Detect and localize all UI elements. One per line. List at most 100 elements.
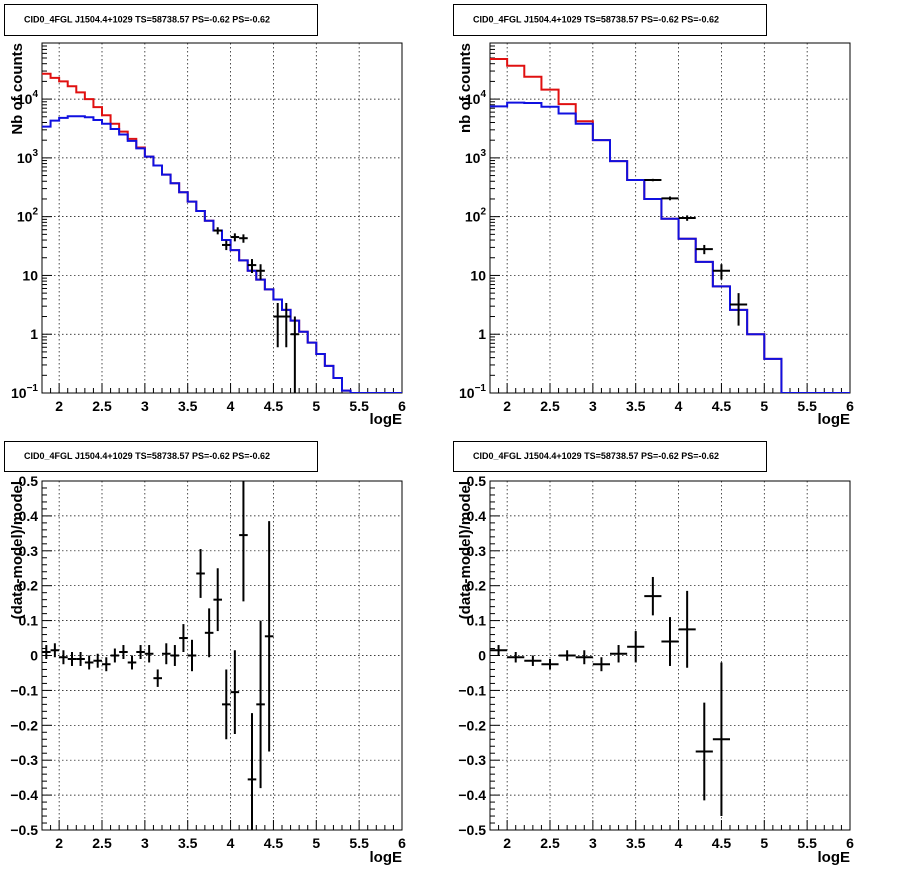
x-tick-label: 2 <box>503 835 511 851</box>
y-tick-label: −0.5 <box>10 822 38 838</box>
chart-title: CID0_4FGL J1504.4+1029 TS=58738.57 PS=-0… <box>473 15 719 25</box>
y-tick-label: 0.5 <box>19 473 39 489</box>
data-point <box>239 234 248 243</box>
data-point <box>507 652 525 663</box>
x-axis-title: logE <box>370 849 403 866</box>
data-point <box>264 521 274 752</box>
data-point <box>592 657 610 672</box>
y-tick-label: 102 <box>17 207 39 225</box>
x-axis-title: logE <box>818 849 851 866</box>
data-point <box>110 648 120 663</box>
y-tick-label: −0.3 <box>10 752 38 768</box>
data-point <box>627 631 645 663</box>
data-point <box>256 264 265 280</box>
x-tick-label: 6 <box>846 835 854 851</box>
x-tick-label: 3 <box>589 835 597 851</box>
data-point <box>678 215 696 221</box>
chart-title: CID0_4FGL J1504.4+1029 TS=58738.57 PS=-0… <box>24 451 270 461</box>
x-tick-label: 4 <box>675 835 683 851</box>
x-tick-label: 2 <box>55 835 63 851</box>
chart-panel-2: CID0_4FGL J1504.4+1029 TS=58738.57 PS=-0… <box>453 4 854 428</box>
data-point <box>179 624 188 653</box>
grid <box>42 481 402 830</box>
data-point <box>59 650 68 665</box>
data-point <box>712 662 730 817</box>
y-tick-label: −0.2 <box>10 717 38 733</box>
data-point <box>136 645 145 659</box>
y-tick-label: −0.2 <box>458 717 486 733</box>
data-point <box>695 244 713 255</box>
y-tick-label: 10 <box>470 267 486 283</box>
title-box <box>453 441 767 472</box>
data-point <box>273 302 282 348</box>
x-tick-label: 3.5 <box>178 835 198 851</box>
data-point <box>230 650 240 735</box>
chart-title: CID0_4FGL J1504.4+1029 TS=58738.57 PS=-0… <box>24 15 270 25</box>
y-axis <box>490 42 500 394</box>
y-tick-label: −0.5 <box>458 822 486 838</box>
series-line-2 <box>42 115 402 393</box>
x-tick-label: 3.5 <box>178 398 198 414</box>
x-axis <box>41 820 403 830</box>
grid <box>42 43 402 393</box>
y-tick-label: 0.2 <box>19 578 39 594</box>
data-point <box>256 620 265 789</box>
data-point <box>187 639 197 672</box>
y-tick-label: 10−1 <box>459 383 486 401</box>
data-point <box>239 481 248 602</box>
y-tick-label: 103 <box>465 148 487 166</box>
y-tick-label: 103 <box>17 148 39 166</box>
x-tick-label: 4 <box>227 398 235 414</box>
y-tick-label: 0.4 <box>19 508 39 524</box>
x-tick-label: 4.5 <box>712 398 732 414</box>
x-tick-label: 4.5 <box>712 835 732 851</box>
y-tick-label: 0.4 <box>467 508 487 524</box>
x-tick-label: 5.5 <box>797 398 817 414</box>
data-point <box>541 658 559 670</box>
data-point <box>282 302 291 348</box>
data-point <box>213 227 222 235</box>
y-tick-label: 10−1 <box>11 383 38 401</box>
y-tick-label: 0.2 <box>467 578 487 594</box>
chart-panel-4: CID0_4FGL J1504.4+1029 TS=58738.57 PS=-0… <box>453 441 854 866</box>
x-tick-label: 2 <box>55 398 63 414</box>
y-axis-title: nb of counts <box>457 43 474 133</box>
data-point <box>153 669 162 687</box>
x-tick-label: 3 <box>589 398 597 414</box>
x-tick-label: 4.5 <box>264 398 284 414</box>
y-tick-label: 104 <box>465 89 487 107</box>
x-tick-label: 2.5 <box>92 835 112 851</box>
data-point <box>222 240 231 251</box>
x-tick-label: 6 <box>398 835 406 851</box>
data-point <box>144 645 154 663</box>
y-tick-label: −0.3 <box>458 752 486 768</box>
data-point <box>204 608 214 658</box>
data-point <box>678 590 696 668</box>
data-point <box>93 653 102 668</box>
data-point <box>712 264 730 280</box>
data-point <box>644 576 662 616</box>
x-tick-label: 2.5 <box>540 835 560 851</box>
data-point <box>661 617 679 666</box>
chart-panel-3: CID0_4FGL J1504.4+1029 TS=58738.57 PS=-0… <box>4 441 406 866</box>
data-point <box>102 657 111 672</box>
x-tick-label: 5 <box>312 835 320 851</box>
y-tick-label: 0.5 <box>467 473 487 489</box>
y-tick-label: 0.1 <box>19 613 39 629</box>
data-point <box>162 643 171 665</box>
data-point <box>50 643 60 658</box>
x-tick-label: 5.5 <box>349 398 369 414</box>
y-tick-label: 10 <box>22 267 38 283</box>
series-line-2 <box>490 101 850 393</box>
y-tick-label: 1 <box>478 326 486 342</box>
data-point <box>558 650 576 661</box>
y-tick-label: 0.3 <box>19 543 39 559</box>
x-tick-label: 4.5 <box>264 835 284 851</box>
x-tick-label: 5 <box>312 398 320 414</box>
x-axis-title: logE <box>370 411 403 428</box>
data-point <box>67 652 77 666</box>
data-point <box>76 652 85 666</box>
data-point <box>644 178 662 182</box>
x-tick-label: 3.5 <box>626 835 646 851</box>
